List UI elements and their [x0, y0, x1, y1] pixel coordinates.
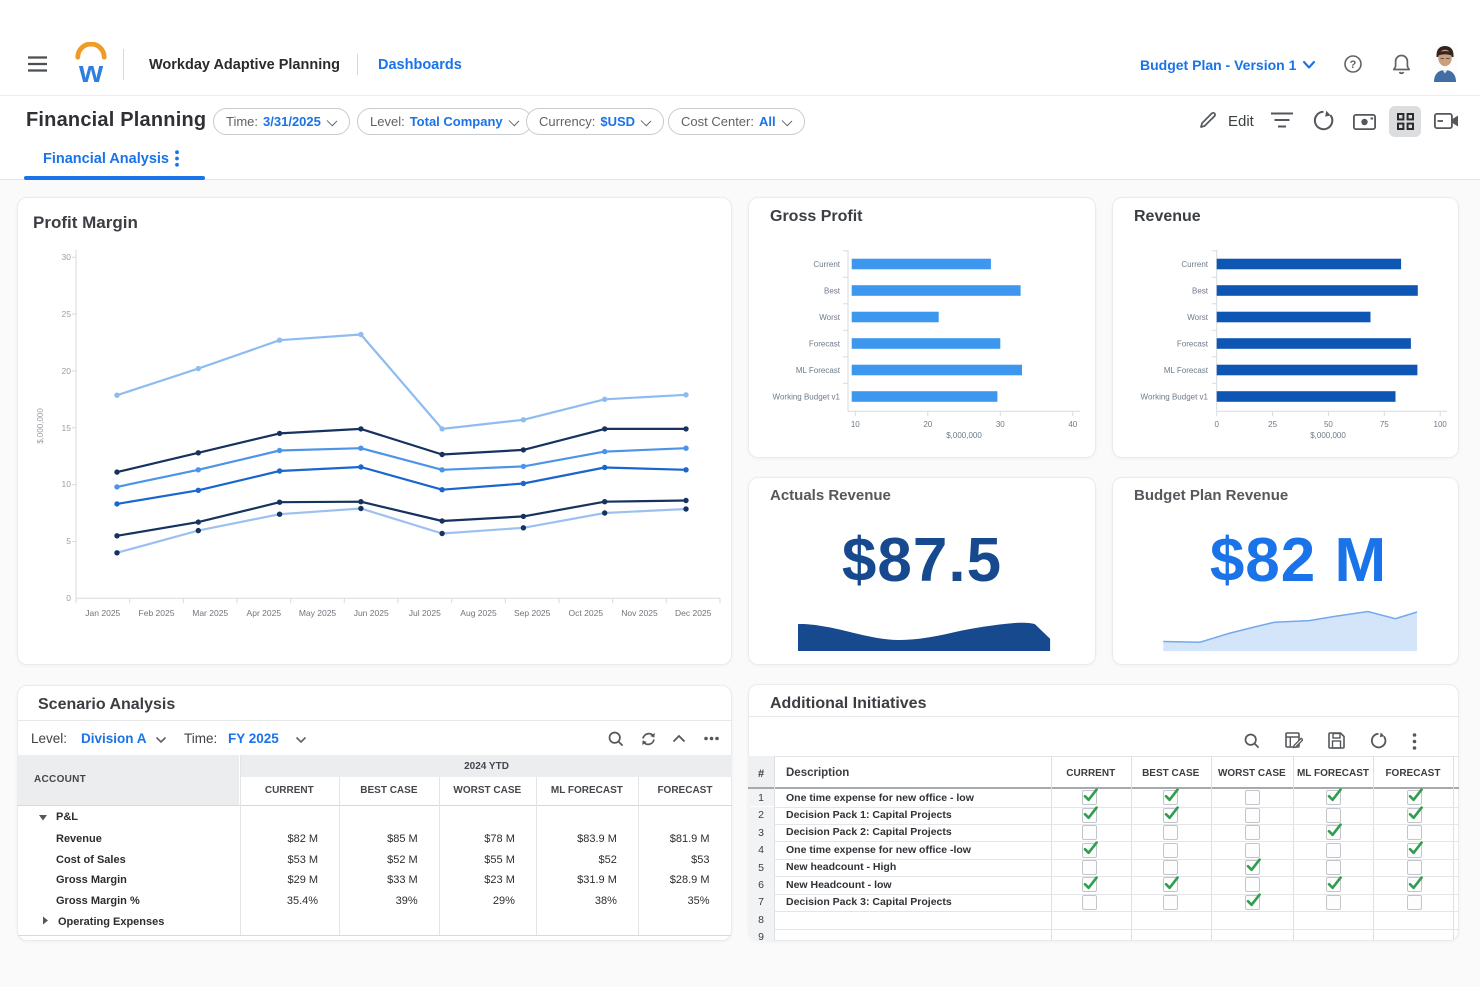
svg-text:Forecast: Forecast	[809, 340, 841, 349]
svg-text:w: w	[78, 54, 104, 86]
svg-text:Best: Best	[824, 287, 841, 296]
svg-text:ML Forecast: ML Forecast	[1164, 366, 1209, 375]
svg-text:25: 25	[1268, 420, 1277, 429]
svg-text:$,000,000: $,000,000	[1310, 431, 1346, 440]
svg-text:5: 5	[66, 536, 71, 546]
svg-text:Dec 2025: Dec 2025	[675, 608, 712, 618]
svg-text:Jul 2025: Jul 2025	[409, 608, 441, 618]
svg-text:30: 30	[996, 420, 1005, 429]
svg-text:25: 25	[62, 309, 72, 319]
svg-text:Oct 2025: Oct 2025	[569, 608, 604, 618]
svg-text:0: 0	[66, 593, 71, 603]
svg-text:20: 20	[923, 420, 932, 429]
svg-text:Working Budget v1: Working Budget v1	[1141, 393, 1209, 402]
svg-text:30: 30	[62, 252, 72, 262]
svg-text:Current: Current	[1181, 260, 1208, 269]
svg-text:Aug 2025: Aug 2025	[460, 608, 497, 618]
svg-text:Best: Best	[1192, 287, 1209, 296]
svg-text:Worst: Worst	[1187, 313, 1209, 322]
svg-text:Forecast: Forecast	[1177, 340, 1209, 349]
svg-text:50: 50	[1324, 420, 1333, 429]
svg-text:Mar 2025: Mar 2025	[192, 608, 228, 618]
svg-text:Worst: Worst	[819, 313, 841, 322]
svg-text:100: 100	[1434, 420, 1448, 429]
svg-text:May 2025: May 2025	[299, 608, 337, 618]
svg-text:$,000,000: $,000,000	[36, 408, 45, 444]
svg-text:Apr 2025: Apr 2025	[247, 608, 282, 618]
svg-text:$,000,000: $,000,000	[946, 431, 982, 440]
svg-text:10: 10	[851, 420, 860, 429]
svg-text:15: 15	[62, 423, 72, 433]
svg-text:Working Budget v1: Working Budget v1	[773, 393, 841, 402]
svg-text:20: 20	[62, 366, 72, 376]
svg-text:40: 40	[1068, 420, 1077, 429]
svg-text:Feb 2025: Feb 2025	[139, 608, 175, 618]
svg-text:Nov 2025: Nov 2025	[621, 608, 658, 618]
svg-text:ML Forecast: ML Forecast	[796, 366, 841, 375]
svg-text:10: 10	[62, 479, 72, 489]
svg-text:Jun 2025: Jun 2025	[354, 608, 389, 618]
svg-text:Jan 2025: Jan 2025	[85, 608, 120, 618]
svg-text:75: 75	[1380, 420, 1389, 429]
svg-text:?: ?	[1350, 59, 1357, 71]
svg-text:0: 0	[1214, 420, 1219, 429]
svg-text:Current: Current	[813, 260, 840, 269]
svg-text:Sep 2025: Sep 2025	[514, 608, 551, 618]
